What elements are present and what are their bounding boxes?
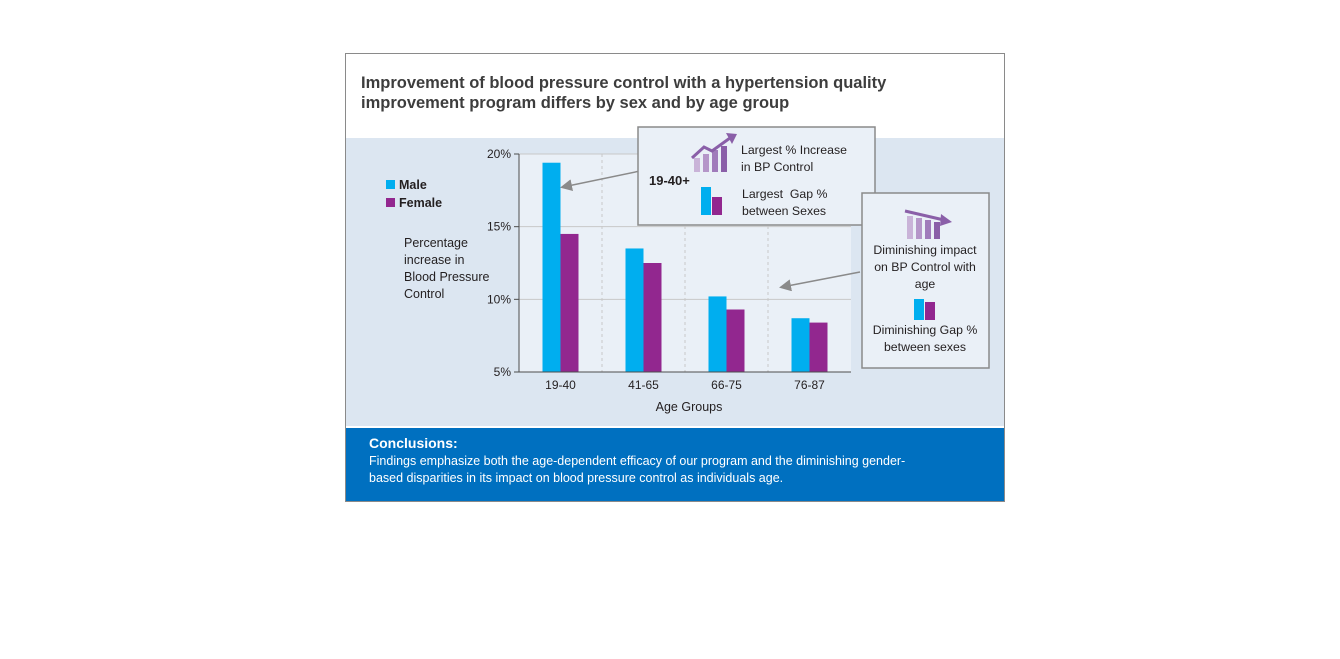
y-tick-label: 5% bbox=[494, 365, 512, 379]
callout-arrow-second bbox=[779, 271, 861, 292]
x-tick-label: 41-65 bbox=[628, 378, 659, 392]
callout-impact-line1: Diminishing impact bbox=[873, 243, 977, 257]
callout-group-label: 19-40+ bbox=[649, 173, 690, 188]
bar-female-76-87 bbox=[809, 322, 828, 372]
poster-card: Improvement of blood pressure control wi… bbox=[345, 53, 1005, 502]
bar-male-41-65 bbox=[625, 248, 644, 372]
rising-bars-arrow-icon bbox=[690, 133, 737, 172]
callout-increase-line1: Largest % Increase bbox=[741, 143, 847, 157]
bar-male-76-87 bbox=[791, 318, 810, 372]
bar-female-41-65 bbox=[643, 263, 662, 372]
legend-swatch-male bbox=[386, 180, 395, 189]
legend-swatch-female bbox=[386, 198, 395, 207]
y-tick-label: 10% bbox=[487, 292, 511, 306]
bar-chart: 5% 10% 15% 20% 19-40 41-65 66-75 76-87 Male Fem… bbox=[386, 126, 990, 414]
callout-gap-line2: between Sexes bbox=[742, 204, 826, 218]
gap-bars-icon-small bbox=[914, 299, 935, 320]
legend-label-male: Male bbox=[399, 178, 427, 192]
conclusions-text: Findings emphasize both the age-dependen… bbox=[369, 454, 906, 485]
callout-gap-line1: Largest Gap % bbox=[742, 187, 828, 201]
x-axis-label: Age Groups bbox=[656, 400, 723, 414]
y-tick-label: 15% bbox=[487, 220, 511, 234]
callout-impact-line2: on BP Control with bbox=[874, 260, 976, 274]
callout-arrow-first bbox=[560, 170, 641, 192]
legend: Male Female bbox=[386, 178, 442, 210]
callout-increase-line2: in BP Control bbox=[741, 160, 813, 174]
conclusions-panel: Conclusions: Findings emphasize both the… bbox=[346, 428, 1004, 501]
legend-label-female: Female bbox=[399, 196, 442, 210]
x-tick-label: 19-40 bbox=[545, 378, 576, 392]
y-tick-label: 20% bbox=[487, 147, 511, 161]
gap-bars-icon bbox=[701, 187, 722, 215]
x-tick-label: 66-75 bbox=[711, 378, 742, 392]
callout-largest: 19-40+ Largest % Increase in BP Control … bbox=[637, 126, 876, 226]
bars bbox=[542, 162, 828, 372]
callout-gap2-line2: between sexes bbox=[884, 340, 966, 354]
bar-female-66-75 bbox=[726, 309, 745, 372]
chart-title: Improvement of blood pressure control wi… bbox=[361, 74, 887, 112]
bar-female-19-40 bbox=[560, 233, 579, 372]
y-axis-label: Percentage increase in Blood Pressure Contr… bbox=[404, 236, 490, 301]
x-tick-label: 76-87 bbox=[794, 378, 825, 392]
conclusions-heading: Conclusions: bbox=[369, 435, 458, 451]
bar-male-19-40 bbox=[542, 162, 561, 372]
bar-male-66-75 bbox=[708, 296, 727, 372]
callout-diminishing: Diminishing impact on BP Control with ag… bbox=[861, 192, 990, 369]
callout-gap2-line1: Diminishing Gap % bbox=[873, 323, 978, 337]
callout-impact-line3: age bbox=[915, 277, 936, 291]
axes: 5% 10% 15% 20% 19-40 41-65 66-75 76-87 bbox=[487, 147, 851, 392]
falling-bars-arrow-icon bbox=[904, 209, 952, 239]
